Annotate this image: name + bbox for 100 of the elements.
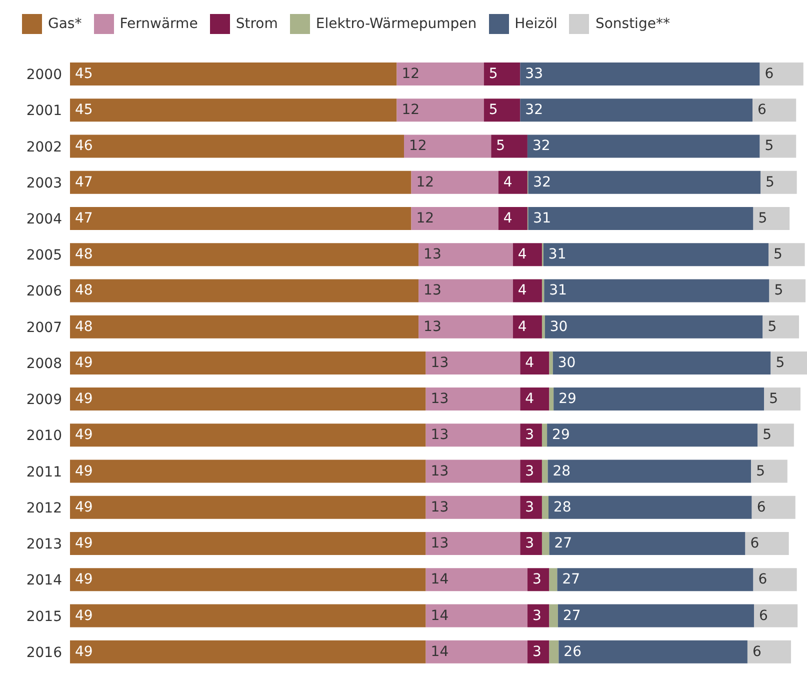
bar <box>70 496 426 519</box>
bar <box>758 424 794 447</box>
data-label: 48 <box>75 282 93 299</box>
data-label: 4 <box>518 282 527 299</box>
data-label: 27 <box>554 536 572 552</box>
bar <box>752 496 796 519</box>
bar <box>558 604 754 628</box>
data-label: 49 <box>75 391 93 408</box>
legend-label: Heizöl <box>514 16 558 32</box>
data-label: 45 <box>75 66 93 82</box>
data-label: 49 <box>75 608 93 624</box>
bar <box>520 98 753 122</box>
bar <box>548 496 752 519</box>
y-tick-label: 2007 <box>26 320 62 336</box>
data-label: 5 <box>758 210 768 226</box>
bar <box>557 568 754 592</box>
y-tick-label: 2003 <box>26 175 62 192</box>
bar <box>512 243 542 266</box>
bar <box>426 568 528 592</box>
legend-label: Elektro-Wärmepumpen <box>316 16 477 32</box>
bar <box>520 532 542 556</box>
bar <box>396 98 484 122</box>
data-label: 45 <box>75 102 93 118</box>
bar <box>70 351 426 374</box>
y-tick-label: 2011 <box>26 464 62 480</box>
bar <box>527 604 550 628</box>
data-label: 13 <box>430 536 449 552</box>
bar <box>426 388 520 411</box>
data-label: 28 <box>554 499 572 516</box>
bar <box>426 496 520 519</box>
bar <box>491 134 528 158</box>
bar <box>418 315 513 338</box>
bar <box>753 206 790 230</box>
y-tick-label: 2012 <box>26 500 62 516</box>
y-tick-label: 2000 <box>26 67 62 84</box>
bar <box>752 98 796 122</box>
data-label: 3 <box>532 572 542 588</box>
bar <box>70 460 426 483</box>
bar <box>753 568 797 592</box>
bar <box>426 532 520 556</box>
y-tick-label: 2016 <box>26 644 62 661</box>
data-label: 5 <box>496 138 506 154</box>
bar <box>512 315 542 338</box>
data-label: 3 <box>532 644 542 660</box>
data-label: 12 <box>402 66 420 82</box>
bar <box>745 532 789 556</box>
bar <box>754 604 798 628</box>
data-label: 3 <box>525 499 534 516</box>
bar <box>70 640 426 664</box>
legend-label: Fernwärme <box>120 16 198 32</box>
bar <box>747 640 792 664</box>
data-label: 49 <box>75 427 93 444</box>
bar <box>484 62 520 86</box>
bar <box>520 62 760 86</box>
data-label: 48 <box>75 318 93 335</box>
bar <box>70 243 419 266</box>
bar <box>70 532 426 556</box>
bar <box>552 351 771 374</box>
data-label: 3 <box>525 427 534 444</box>
legend-label: Strom <box>236 16 278 32</box>
data-label: 13 <box>424 318 442 335</box>
legend-label: Gas* <box>48 16 82 32</box>
data-label: 6 <box>764 66 774 82</box>
bar <box>543 243 769 266</box>
bar <box>751 460 788 483</box>
bar <box>549 604 558 628</box>
data-label: 4 <box>518 318 527 335</box>
bar <box>418 243 513 266</box>
bar <box>760 170 797 194</box>
data-label: 4 <box>525 354 534 371</box>
bar <box>558 640 748 664</box>
bar <box>418 279 513 302</box>
data-label: 27 <box>562 572 580 588</box>
bar <box>520 388 550 411</box>
data-label: 5 <box>488 66 498 82</box>
bar <box>70 568 426 592</box>
y-tick-label: 2008 <box>26 356 62 372</box>
data-label: 4 <box>503 210 512 226</box>
data-label: 5 <box>764 138 774 154</box>
data-label: 12 <box>402 102 420 118</box>
y-tick-label: 2001 <box>26 103 62 120</box>
data-label: 13 <box>430 499 449 516</box>
data-label: 32 <box>525 102 544 118</box>
bar <box>404 134 492 158</box>
bar <box>411 170 498 194</box>
bar <box>520 496 542 519</box>
data-label: 49 <box>75 499 93 516</box>
data-label: 14 <box>430 572 449 588</box>
bar <box>760 134 796 158</box>
bar <box>770 351 807 374</box>
bar <box>762 315 800 338</box>
bar <box>549 351 553 374</box>
data-label: 5 <box>776 354 785 371</box>
y-tick-label: 2002 <box>26 139 62 156</box>
bar <box>70 134 404 158</box>
data-label: 14 <box>430 644 449 660</box>
bar <box>70 388 426 411</box>
data-label: 31 <box>549 282 567 299</box>
bar <box>70 62 397 86</box>
data-label: 6 <box>756 499 766 516</box>
